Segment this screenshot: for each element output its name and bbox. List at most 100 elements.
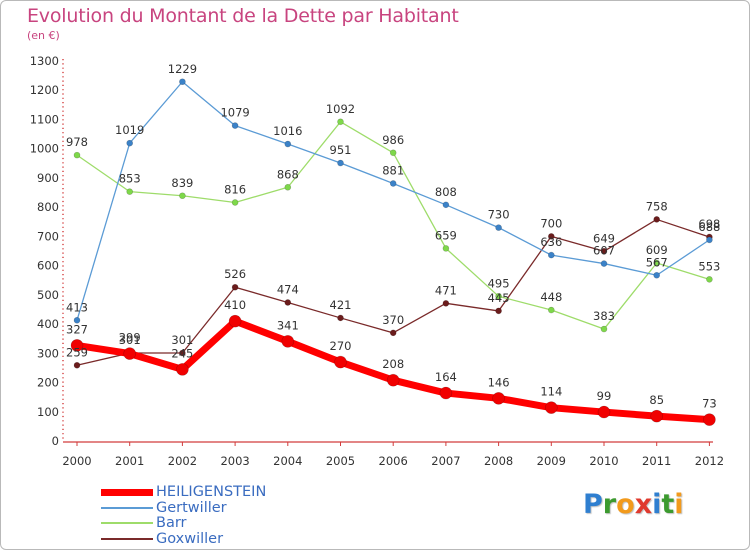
data-point — [439, 386, 453, 400]
data-label: 1016 — [273, 124, 302, 138]
data-point — [284, 299, 292, 306]
data-point — [228, 314, 242, 328]
legend-label: Gertwiller — [156, 499, 227, 516]
logo-letter: i — [652, 489, 662, 520]
data-point — [231, 122, 239, 129]
data-label: 299 — [119, 331, 141, 345]
legend-swatch — [101, 537, 153, 540]
data-point — [337, 314, 344, 322]
x-tick-label: 2009 — [537, 454, 566, 468]
data-point — [442, 201, 450, 209]
data-point — [73, 316, 81, 324]
legend-swatch — [101, 506, 153, 509]
data-label: 341 — [277, 318, 299, 332]
data-label: 410 — [224, 298, 246, 312]
x-tick-label: 2004 — [273, 454, 302, 468]
data-label: 1229 — [168, 62, 197, 76]
y-tick-label: 300 — [37, 346, 59, 360]
data-label: 951 — [330, 143, 352, 157]
data-point — [334, 355, 347, 369]
data-label: 609 — [646, 243, 668, 257]
chart-series — [70, 78, 716, 426]
data-label: 839 — [171, 176, 193, 190]
data-point — [547, 306, 555, 314]
chart-data-labels: 259 301 301 526 474 421 370 471 445 700 649 758 698 9… — [66, 62, 720, 411]
legend-label: Goxwiller — [156, 530, 224, 547]
data-label: 146 — [488, 375, 510, 389]
chart-title: Evolution du Montant de la Dette par Hab… — [27, 5, 459, 27]
data-point — [389, 149, 397, 157]
data-label: 99 — [597, 389, 612, 403]
data-label: 85 — [649, 393, 664, 407]
data-point — [179, 78, 186, 86]
data-point — [73, 361, 81, 369]
data-label: 881 — [382, 163, 404, 177]
data-label: 730 — [488, 208, 510, 222]
data-point — [706, 276, 713, 283]
data-label: 413 — [66, 300, 88, 314]
data-label: 259 — [66, 345, 88, 359]
data-label: 853 — [119, 172, 141, 186]
y-tick-label: 1000 — [30, 142, 59, 156]
data-label: 208 — [382, 357, 404, 371]
data-label: 659 — [435, 228, 457, 242]
data-label: 495 — [488, 276, 510, 290]
logo-letter: r — [602, 489, 617, 520]
y-tick-label: 500 — [37, 288, 59, 302]
data-label: 649 — [593, 231, 615, 245]
legend-swatch — [101, 522, 153, 524]
data-point — [495, 307, 502, 315]
data-label: 700 — [540, 216, 562, 230]
data-label: 553 — [698, 259, 720, 273]
data-point — [600, 247, 608, 255]
data-label: 636 — [540, 235, 562, 249]
data-label: 526 — [224, 267, 246, 281]
data-label: 73 — [702, 397, 717, 411]
x-tick-label: 2005 — [326, 454, 355, 468]
data-label: 474 — [277, 282, 299, 296]
chart-unit-label: (en €) — [27, 29, 60, 42]
x-tick-label: 2008 — [484, 454, 513, 468]
data-label: 607 — [593, 244, 615, 258]
data-point — [653, 271, 661, 279]
data-point — [231, 199, 239, 206]
data-point — [281, 335, 295, 348]
data-label: 698 — [698, 217, 720, 231]
data-point — [706, 236, 713, 244]
x-tick-label: 2007 — [431, 454, 460, 468]
y-tick-label: 700 — [37, 229, 59, 243]
legend-label: Barr — [156, 515, 187, 531]
data-label: 301 — [119, 333, 141, 347]
data-point — [337, 159, 344, 167]
proxiti-logo: Proxiti — [583, 489, 684, 520]
x-tick-label: 2001 — [115, 454, 144, 468]
data-point — [495, 224, 502, 231]
y-tick-label: 1100 — [30, 112, 59, 126]
data-point — [126, 188, 133, 195]
data-point — [547, 233, 555, 240]
data-label: 383 — [593, 309, 615, 323]
y-tick-label: 100 — [37, 405, 59, 419]
data-label: 1019 — [115, 123, 144, 137]
data-point — [492, 392, 505, 405]
data-point — [70, 339, 84, 352]
data-label: 808 — [435, 185, 457, 199]
data-point — [179, 349, 186, 357]
y-tick-label: 1200 — [30, 83, 59, 97]
x-tick-label: 2000 — [62, 454, 91, 468]
data-point — [284, 140, 292, 148]
data-point — [231, 283, 239, 291]
data-point — [73, 151, 81, 159]
data-point — [389, 329, 397, 337]
y-tick-label: 0 — [52, 434, 59, 448]
data-label: 978 — [66, 135, 88, 149]
logo-letter: x — [634, 489, 653, 520]
data-label: 986 — [382, 133, 404, 147]
data-label: 816 — [224, 182, 246, 196]
legend-label: HEILIGENSTEIN — [156, 484, 267, 500]
data-point — [386, 373, 400, 387]
data-label: 448 — [540, 290, 562, 304]
data-label: 567 — [646, 255, 668, 269]
logo-letter: P — [583, 489, 603, 520]
